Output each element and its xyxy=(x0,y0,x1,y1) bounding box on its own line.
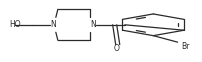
Text: N: N xyxy=(50,20,55,29)
Text: O: O xyxy=(113,44,119,53)
Text: N: N xyxy=(90,20,96,29)
Text: HO: HO xyxy=(9,20,21,29)
Text: Br: Br xyxy=(181,42,189,51)
